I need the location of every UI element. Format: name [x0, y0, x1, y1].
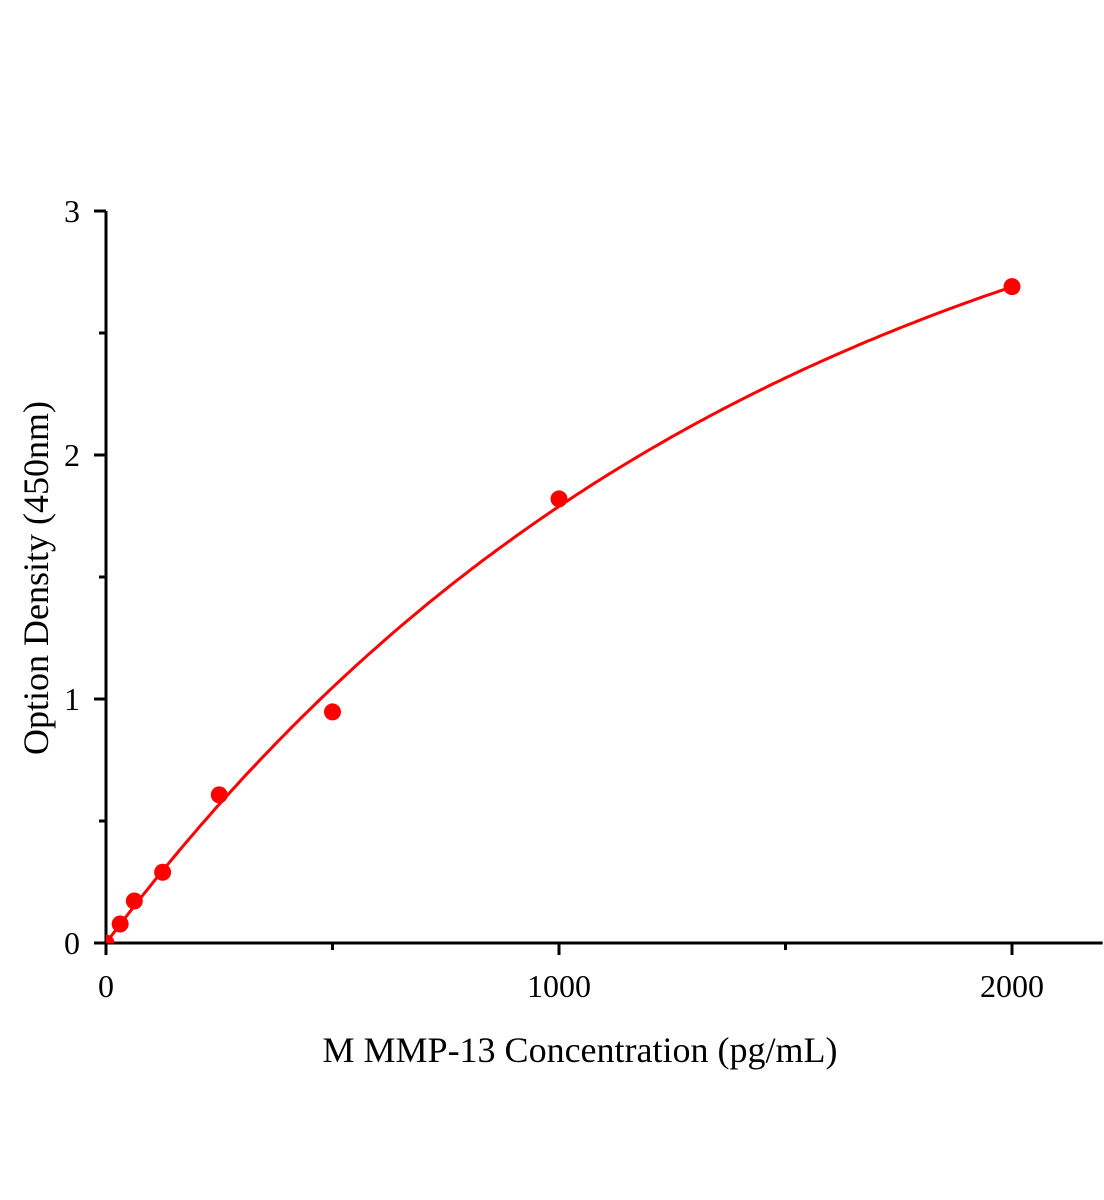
data-point — [125, 892, 143, 910]
data-point — [154, 863, 172, 881]
data-point — [106, 934, 115, 943]
fit-curve — [106, 285, 1013, 943]
y-tick-label: 0 — [64, 925, 80, 961]
x-tick-label: 0 — [98, 968, 114, 1004]
y-axis-label: Option Density (450nm) — [16, 401, 56, 755]
x-tick-label: 1000 — [527, 968, 591, 1004]
y-tick-label: 2 — [64, 437, 80, 473]
data-points — [106, 278, 1021, 943]
fit-curve-layer — [106, 285, 1013, 943]
axes: 0 1000 2000 0 1 2 3 — [64, 193, 1103, 1004]
data-point — [324, 703, 341, 721]
data-point — [210, 786, 228, 804]
x-tick-label: 2000 — [980, 968, 1044, 1004]
y-tick-label: 1 — [64, 681, 80, 717]
data-point — [1003, 278, 1021, 296]
data-point — [550, 490, 568, 508]
x-axis-label: M MMP-13 Concentration (pg/mL) — [323, 1030, 838, 1070]
data-point — [111, 915, 129, 933]
y-tick-label: 3 — [64, 193, 80, 229]
